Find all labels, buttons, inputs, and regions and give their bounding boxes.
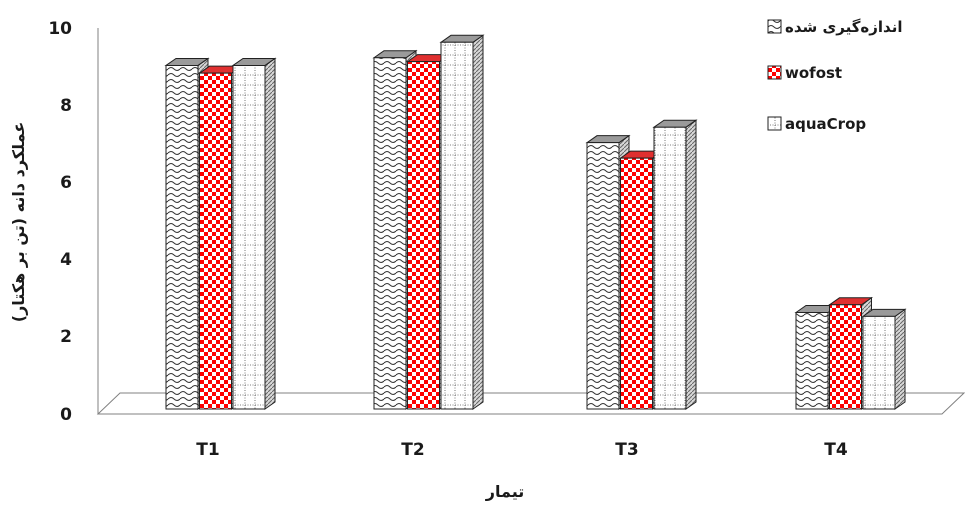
- bar-aquacrop-t2: [439, 34, 485, 410]
- bar-side-face: [894, 308, 906, 410]
- bar-front-face: [862, 315, 896, 410]
- x-tick-label-t1: T1: [196, 440, 219, 460]
- bar-aquacrop-t1: [231, 57, 277, 410]
- legend-label-aquacrop: aquaCrop: [785, 115, 866, 133]
- y-tick-label: 8: [60, 96, 72, 116]
- bar-front-face: [829, 304, 862, 410]
- bar-front-face: [653, 126, 687, 410]
- bar-front-face: [586, 142, 620, 410]
- legend-label-measured: اندازه‌گیری شده: [785, 18, 903, 36]
- bar-aquacrop-t3: [652, 119, 698, 410]
- bar-front-face: [407, 61, 440, 410]
- legend-swatch-aquacrop: [767, 116, 782, 131]
- bar-front-face: [232, 64, 266, 410]
- x-tick-label-t4: T4: [824, 440, 848, 460]
- bar-front-face: [373, 57, 407, 410]
- x-axis-title: تیمار: [485, 482, 524, 501]
- legend-swatch-wofost: [767, 65, 782, 80]
- x-tick-labels: T1 T2 T3 T4: [196, 440, 848, 460]
- y-tick-labels: 0 2 4 6 8 10: [48, 19, 72, 425]
- legend-swatch-measured: [767, 19, 782, 34]
- y-tick-label: 4: [60, 250, 72, 270]
- bar-side-face: [264, 57, 276, 410]
- y-tick-label: 2: [60, 327, 72, 347]
- bar-front-face: [165, 64, 199, 410]
- y-tick-label: 0: [60, 405, 72, 425]
- x-tick-label-t3: T3: [615, 440, 638, 460]
- bar-side-face: [472, 34, 484, 410]
- bars-group: [164, 34, 907, 410]
- y-tick-label: 10: [48, 19, 72, 39]
- x-tick-label-t2: T2: [401, 440, 424, 460]
- legend-label-wofost: wofost: [785, 64, 842, 82]
- bar-front-face: [795, 312, 829, 410]
- y-axis-title: عملکرد دانه (تن بر هکتار): [9, 122, 28, 322]
- bar-aquacrop-t4: [861, 308, 907, 410]
- bar-side-face: [685, 119, 697, 410]
- bar-front-face: [440, 41, 474, 410]
- y-tick-label: 6: [60, 173, 72, 193]
- legend: اندازه‌گیری شده wofost aquaCrop: [767, 18, 903, 133]
- bar-front-face: [199, 72, 232, 410]
- chart-floor: [96, 392, 965, 415]
- bar-front-face: [620, 157, 653, 410]
